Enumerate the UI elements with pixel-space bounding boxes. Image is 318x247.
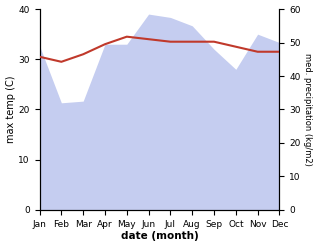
X-axis label: date (month): date (month) bbox=[121, 231, 198, 242]
Y-axis label: max temp (C): max temp (C) bbox=[5, 76, 16, 143]
Y-axis label: med. precipitation (kg/m2): med. precipitation (kg/m2) bbox=[303, 53, 313, 166]
